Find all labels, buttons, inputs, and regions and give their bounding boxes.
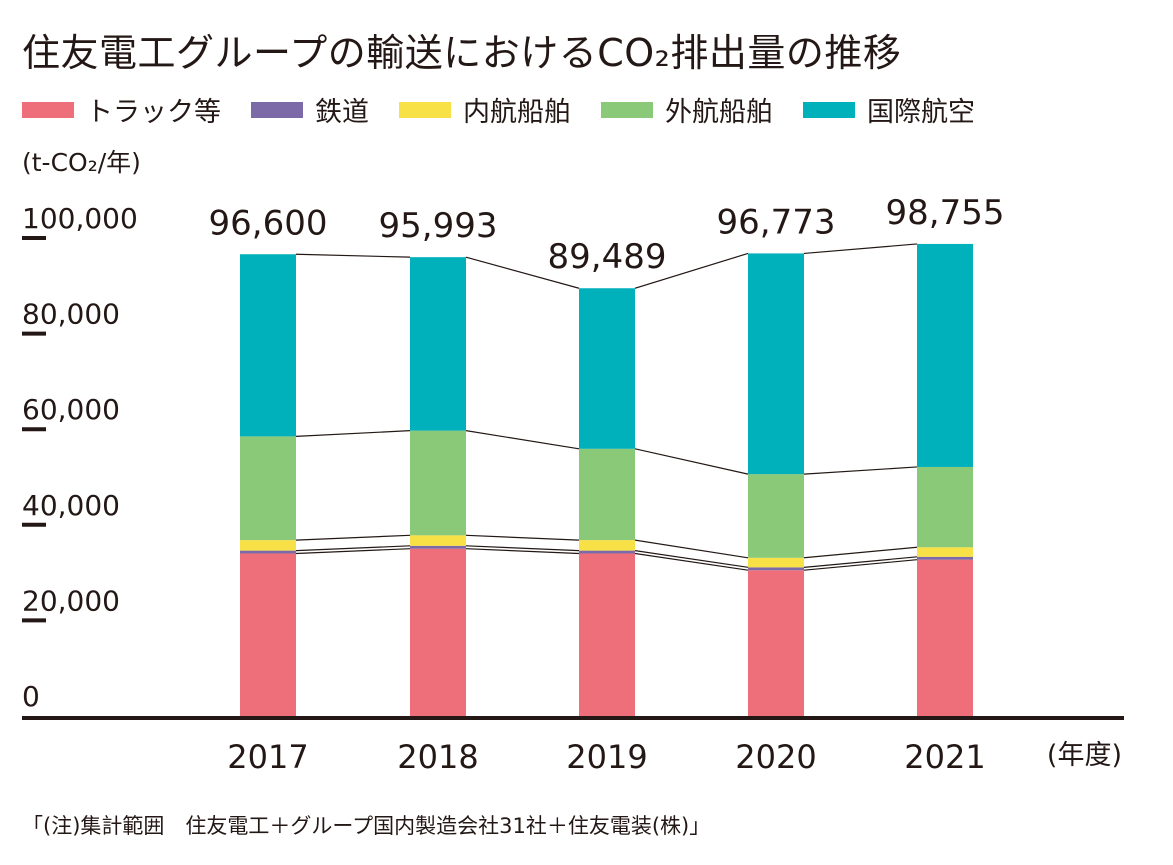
connector-line [803, 559, 918, 571]
y-tick-label: 80,000 [22, 298, 120, 331]
bar-segment [917, 466, 973, 548]
bar-segment [240, 254, 296, 437]
x-tick-label: 2020 [735, 738, 816, 776]
total-value-label: 98,755 [886, 193, 1005, 233]
bar-segment [579, 288, 635, 449]
connector-line [465, 256, 580, 289]
connector-line [295, 548, 411, 555]
bar-segment [410, 545, 466, 549]
legend-swatch-ocean-ship [601, 101, 653, 118]
legend-item-truck: トラック等 [22, 90, 221, 129]
bar-segment [917, 559, 973, 716]
connector-line [634, 552, 749, 571]
legend-swatch-domestic-ship [399, 101, 451, 118]
legend-label-rail: 鉄道 [315, 97, 369, 128]
legend: トラック等 鉄道 内航船舶 外航船舶 国際航空 [22, 90, 1005, 129]
connector-line [465, 430, 580, 450]
connector-line [295, 534, 411, 541]
legend-item-rail: 鉄道 [251, 90, 369, 129]
connector-line [803, 546, 918, 559]
total-value-label: 89,489 [548, 237, 667, 277]
bar-segment [748, 557, 804, 568]
legend-swatch-rail [251, 101, 303, 118]
bar-segment [748, 474, 804, 558]
connector-line [465, 545, 580, 552]
bar-segment [748, 253, 804, 475]
connector-line [634, 448, 749, 475]
connector-line [634, 550, 749, 568]
connector-line [295, 430, 411, 437]
y-tick-label: 60,000 [22, 393, 120, 426]
legend-swatch-air [803, 101, 855, 118]
bar-segment [240, 553, 296, 716]
bar-segment [917, 547, 973, 557]
x-tick-label: 2019 [566, 738, 647, 776]
legend-item-domestic-ship: 内航船舶 [399, 90, 571, 129]
bar-segment [917, 556, 973, 560]
y-tick-label: 20,000 [22, 584, 120, 617]
x-tick-label: 2017 [227, 738, 308, 776]
connector-line [803, 466, 918, 475]
x-tick-label: 2018 [397, 738, 478, 776]
bar-segment [579, 550, 635, 554]
bar-segment [748, 567, 804, 571]
legend-item-ocean-ship: 外航船舶 [601, 90, 773, 129]
bar-segment [748, 570, 804, 716]
total-value-label: 96,600 [209, 203, 328, 243]
y-tick-label: 40,000 [22, 489, 120, 522]
bar-segment [410, 548, 466, 716]
bar-segment [579, 540, 635, 551]
total-value-label: 95,993 [379, 206, 498, 246]
bar-segment [579, 553, 635, 716]
legend-label-ocean-ship: 外航船舶 [665, 97, 773, 128]
bar-segment [410, 430, 466, 536]
x-tick-label: 2021 [904, 738, 985, 776]
y-axis-unit-label: (t-CO₂/年) [22, 148, 141, 177]
legend-item-air: 国際航空 [803, 90, 975, 129]
legend-swatch-truck [22, 101, 74, 118]
bar-segment [240, 550, 296, 554]
connector-line [803, 556, 918, 568]
connector-line [634, 252, 749, 289]
bar-segment [240, 436, 296, 541]
connector-line [295, 545, 411, 552]
total-value-label: 96,773 [717, 202, 836, 242]
y-tick-label: 0 [22, 680, 40, 713]
chart-title: 住友電工グループの輸送におけるCO₂排出量の推移 [22, 31, 902, 75]
legend-label-truck: トラック等 [86, 97, 221, 128]
connector-line [803, 243, 918, 255]
y-tick-label: 100,000 [22, 202, 138, 235]
legend-label-domestic-ship: 内航船舶 [463, 97, 571, 128]
bar-segment [917, 243, 973, 467]
bar-segment [410, 535, 466, 546]
scope-note: 「(注)集計範囲 住友電工＋グループ国内製造会社31社＋住友電装(株)」 [22, 814, 711, 838]
x-axis-label: (年度) [1047, 740, 1122, 771]
connector-line [634, 539, 749, 559]
bar-segment [240, 540, 296, 551]
bar-segment [579, 448, 635, 541]
connector-line [465, 534, 580, 541]
connector-line [465, 548, 580, 555]
legend-label-air: 国際航空 [867, 97, 975, 128]
bar-segment [410, 257, 466, 431]
connector-line [295, 253, 411, 258]
